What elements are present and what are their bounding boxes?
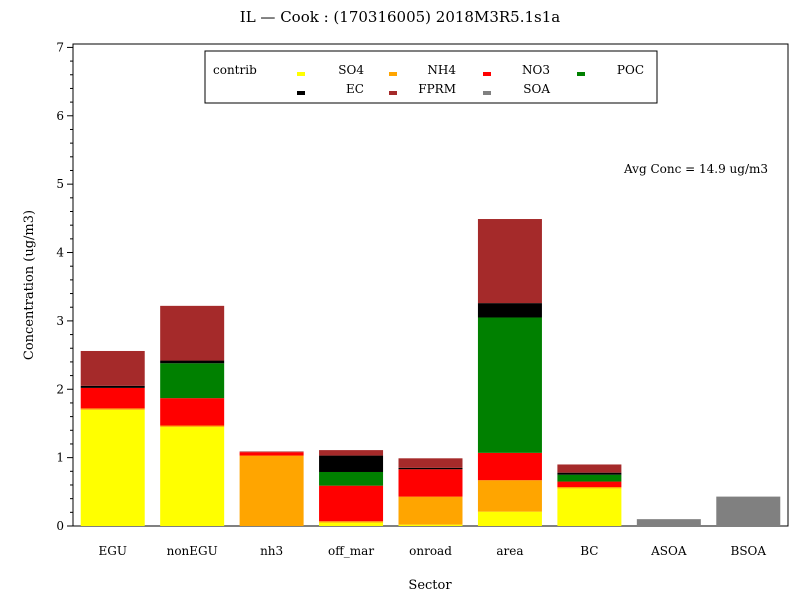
bar-segment-fprm: [319, 450, 384, 456]
legend-title: contrib: [213, 63, 257, 77]
bar-segment-nh4: [319, 521, 384, 523]
bar-segment-no3: [160, 398, 225, 426]
bar-segment-fprm: [239, 451, 304, 453]
y-tick-label: 0: [56, 519, 64, 533]
legend-label-so4: SO4: [338, 63, 364, 77]
legend-swatch-no3: [483, 72, 491, 76]
legend-label-soa: SOA: [523, 82, 550, 96]
legend-box: [204, 50, 658, 104]
bar-segment-so4: [477, 511, 542, 526]
legend-items: SO4 NH4 NO3 POC EC FPRM SOA: [297, 63, 644, 96]
x-axis-title: Sector: [408, 578, 452, 593]
x-tick-label: nonEGU: [167, 544, 218, 558]
bar-segment-ec: [477, 303, 542, 318]
legend-swatch-nh4: [389, 72, 397, 76]
bar-segment-so4: [160, 426, 225, 526]
bar-segment-nh4: [398, 496, 463, 525]
bar-segment-fprm: [80, 350, 145, 386]
bar-segment-poc: [160, 363, 225, 399]
bar-segment-so4: [398, 524, 463, 526]
x-tick-label: area: [496, 544, 523, 558]
bar-segment-ec: [319, 455, 384, 472]
y-tick-label: 2: [56, 382, 64, 396]
bar-segment-fprm: [477, 219, 542, 304]
legend-swatch-ec: [297, 91, 305, 95]
y-tick-label: 7: [56, 40, 64, 54]
y-tick-label: 1: [56, 451, 64, 465]
bar-segment-no3: [477, 452, 542, 481]
legend-label-ec: EC: [346, 82, 364, 96]
chart-title: IL — Cook : (170316005) 2018M3R5.1s1a: [240, 8, 560, 26]
y-tick-label: 4: [56, 246, 64, 260]
y-axis: 0 1 2 3 4 5 6 7: [56, 40, 73, 533]
bar-segment-no3: [398, 469, 463, 497]
bar-segment-nh4: [160, 425, 225, 427]
bar-segment-nh4: [557, 487, 622, 489]
bar-segment-soa: [636, 519, 701, 526]
x-tick-label: nh3: [260, 544, 283, 558]
bars-group: [80, 219, 781, 526]
legend-label-no3: NO3: [522, 63, 550, 77]
legend-swatch-fprm: [389, 91, 397, 95]
bar-segment-fprm: [557, 464, 622, 473]
bar-segment-nh4: [80, 408, 145, 410]
bar-segment-poc: [557, 474, 622, 482]
bar-segment-no3: [319, 485, 384, 522]
bar-segment-no3: [80, 387, 145, 409]
y-tick-label: 5: [56, 177, 64, 191]
x-tick-label: EGU: [98, 544, 126, 558]
legend-swatch-so4: [297, 72, 305, 76]
bar-segment-fprm: [398, 458, 463, 468]
bar-segment-ec: [398, 467, 463, 470]
bar-segment-ec: [160, 360, 225, 364]
legend: contrib SO4 NH4 NO3 POC EC FPRM SOA: [204, 50, 658, 104]
y-tick-label: 3: [56, 314, 64, 328]
bar-segment-no3: [239, 452, 304, 456]
x-tick-label: off_mar: [328, 544, 374, 558]
legend-label-poc: POC: [617, 63, 644, 77]
y-tick-label: 6: [56, 109, 64, 123]
x-axis: EGU nonEGU nh3 off_mar onroad area BC ASOA BSOA: [98, 544, 766, 558]
x-tick-label: BC: [580, 544, 598, 558]
bar-segment-no3: [557, 481, 622, 488]
legend-label-nh4: NH4: [427, 63, 456, 77]
x-tick-label: ASOA: [650, 544, 687, 558]
bar-segment-fprm: [160, 305, 225, 361]
bar-segment-soa: [716, 496, 781, 526]
avg-conc-annotation: Avg Conc = 14.9 ug/m3: [623, 162, 768, 176]
bar-segment-nh4: [239, 455, 304, 526]
bar-segment-poc: [319, 471, 384, 486]
legend-swatch-soa: [483, 91, 491, 95]
bar-segment-nh4: [477, 480, 542, 512]
bar-segment-so4: [319, 522, 384, 526]
bar-segment-poc: [477, 317, 542, 453]
bar-segment-ec: [80, 385, 145, 388]
bar-segment-so4: [557, 488, 622, 526]
legend-swatch-poc: [577, 72, 585, 76]
x-tick-label: onroad: [409, 544, 452, 558]
bar-segment-so4: [80, 409, 145, 526]
x-tick-label: BSOA: [731, 544, 767, 558]
legend-label-fprm: FPRM: [418, 82, 456, 96]
y-axis-title: Concentration (ug/m3): [22, 210, 37, 360]
bar-segment-ec: [557, 472, 622, 475]
